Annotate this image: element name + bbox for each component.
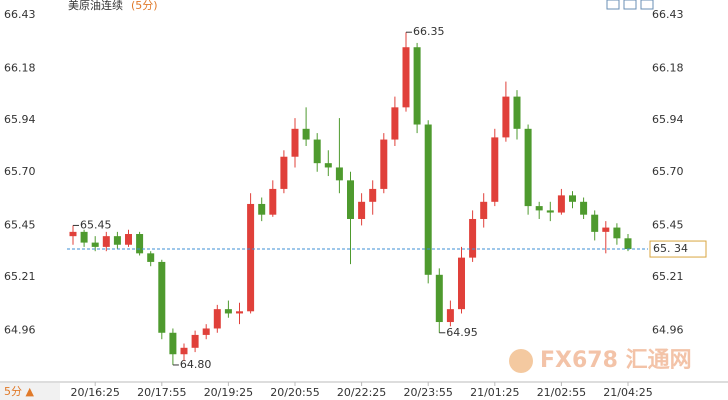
candle-body [446,309,454,323]
candle-body [613,227,621,239]
y-tick-label-right: 64.96 [652,324,684,337]
candle-body [557,195,565,213]
candle-body [591,214,599,232]
candle-body [524,128,532,207]
candle-body [213,309,221,329]
y-tick-label: 65.70 [4,165,36,178]
last-price-label: 65. 34 [653,242,688,255]
candle-body [169,332,177,355]
watermark: FX678 汇通网 [540,348,692,373]
candle-body [347,180,354,219]
candle-body [269,188,277,215]
candle-body [247,203,255,312]
candle-body [280,156,288,189]
candle-body [113,236,121,245]
y-tick-label-right: 66.18 [652,62,684,75]
candle-body [424,124,432,275]
candle-body [147,253,155,262]
candle-body [435,274,443,323]
candle-body [369,188,377,202]
candle-body [624,238,632,250]
low-label: 64.80 [180,358,212,371]
y-tick-label: 66.43 [4,8,36,21]
candle-body [91,242,99,247]
candle-body [102,236,110,247]
x-tick-label: 20/16:25 [70,386,119,399]
candle-body [546,210,554,213]
chart-title: 美原油连续 [68,0,123,12]
candle-body [80,231,88,243]
candle-body [402,47,410,108]
icon[interactable] [606,0,620,10]
candle-body [69,231,77,237]
candle-body [513,96,521,129]
candle-body [358,201,366,219]
y-tick-label-right: 65.94 [652,113,684,126]
period-button-bg[interactable] [0,383,60,400]
x-tick-label: 21/01:25 [470,386,519,399]
candle-body [391,107,399,140]
x-tick-label: 21/04:25 [603,386,652,399]
x-tick-label: 21/02:55 [537,386,586,399]
candle-body [458,257,465,310]
candle-body [302,128,310,140]
candle-body [191,334,199,348]
last-price-box [649,240,707,258]
candle-body [602,227,610,232]
y-tick-label: 65.21 [4,270,36,283]
x-tick-label: 20/20:55 [270,386,319,399]
candle-body [324,163,332,168]
x-tick-label: 20/19:25 [204,386,253,399]
x-tick-label: 20/23:55 [403,386,452,399]
y-tick-label: 65.45 [4,218,36,231]
high-label: 66.35 [413,25,445,38]
candle-body [491,137,499,202]
y-tick-label: 64.96 [4,324,36,337]
watermark-logo [509,349,533,373]
candle-body [258,203,266,215]
icon[interactable] [640,0,654,10]
y-tick-label: 65.94 [4,113,36,126]
candle-body [535,206,543,211]
x-tick-label: 20/17:55 [137,386,186,399]
period-button[interactable]: 5分 ▲ [4,385,34,398]
low-label: 64.95 [446,326,478,339]
candle-body [158,261,166,333]
candle-body [502,96,510,138]
high-label: 65.45 [80,218,112,231]
y-tick-label-right: 66.43 [652,8,684,21]
y-tick-label-right: 65.21 [652,270,684,283]
candle-body [313,139,321,164]
candle-body [180,347,188,355]
y-tick-label-right: 65.45 [652,218,684,231]
x-tick-label: 20/22:25 [337,386,386,399]
candle-body [136,234,144,254]
candle-body [202,328,210,335]
candle-body [224,309,232,314]
candle-body [236,311,243,314]
y-tick-label-right: 65.70 [652,165,684,178]
icon[interactable] [623,0,637,10]
y-tick-label: 66.18 [4,62,36,75]
chart-subtitle: (5分) [131,0,158,12]
candle-body [413,47,421,125]
candle-body [335,167,343,181]
candle-body [480,201,488,219]
candle-body [125,234,132,245]
candle-body [469,218,477,258]
toolbar-icons[interactable] [606,0,654,10]
candle-body [580,201,588,215]
candle-body [380,139,388,189]
candle-body [291,128,299,157]
candle-body [569,195,576,202]
